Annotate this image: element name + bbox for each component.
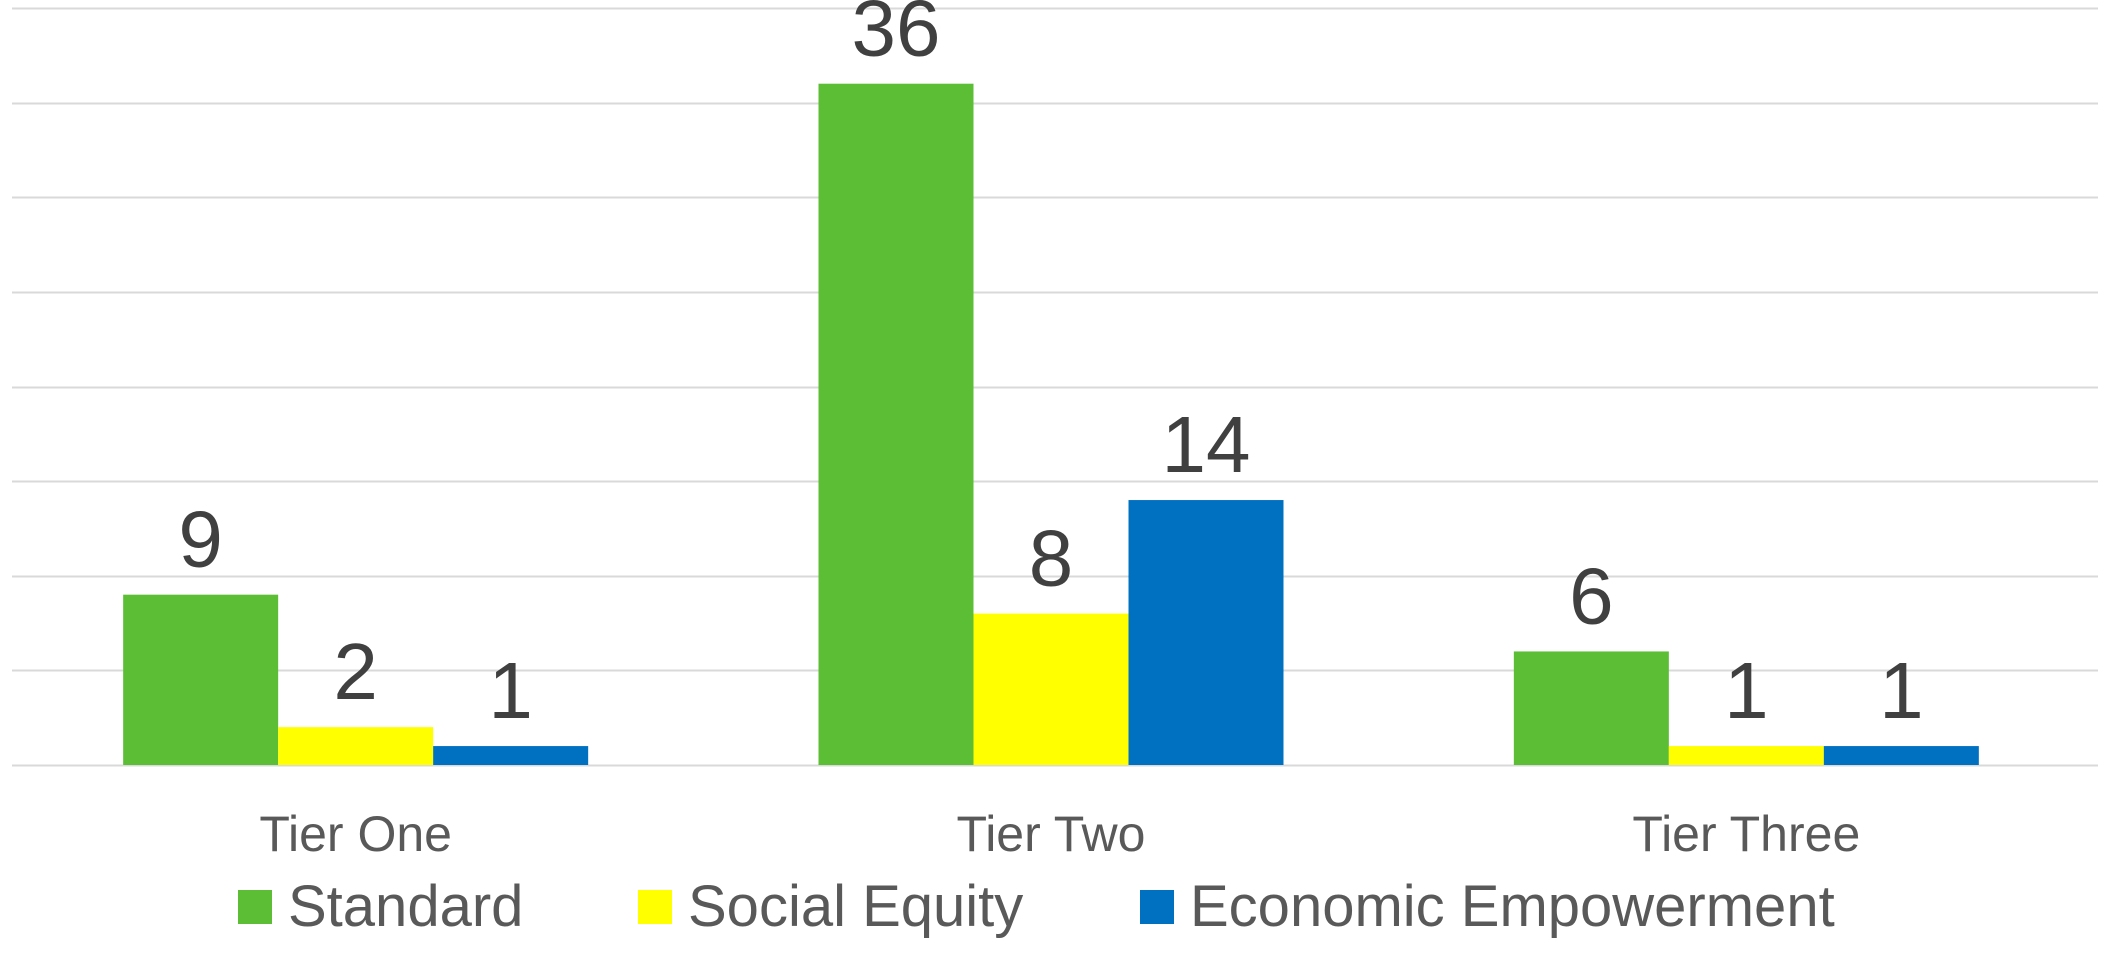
x-tick-label: Tier Two [957,806,1146,862]
gridlines [12,7,2098,767]
x-tick-label: Tier One [259,806,452,862]
bar-standard-tier-two [818,83,974,765]
data-label: 36 [852,0,941,73]
legend-swatch [638,890,672,924]
data-label: 1 [488,646,533,735]
legend-label: Economic Empowerment [1190,874,1835,939]
bars [123,83,1979,765]
legend-item-standard: Standard [238,874,523,939]
bar-standard-tier-three [1513,651,1669,765]
bar-social-equity-tier-three [1668,746,1824,765]
legend-label: Social Equity [688,874,1023,939]
data-label: 1 [1879,646,1924,735]
data-label: 6 [1569,551,1614,640]
legend: Standard Social Equity Economic Empowermen… [238,874,1835,939]
legend-swatch [238,890,272,924]
data-label: 14 [1162,400,1251,489]
data-label: 2 [333,627,378,716]
x-tick-label: Tier Three [1632,806,1860,862]
bar-social-equity-tier-two [973,613,1129,765]
legend-label: Standard [288,874,523,939]
bar-economic-empowerment-tier-one [433,746,589,765]
bar-economic-empowerment-tier-two [1128,500,1284,765]
bar-economic-empowerment-tier-three [1823,746,1979,765]
legend-item-social-equity: Social Equity [638,874,1023,939]
data-label: 8 [1029,514,1074,603]
x-axis-tick-labels: Tier One Tier Two Tier Three [259,806,1860,862]
bar-social-equity-tier-one [278,727,434,765]
legend-swatch [1140,890,1174,924]
data-label: 1 [1724,646,1769,735]
bar-standard-tier-one [123,594,279,765]
legend-item-economic-empowerment: Economic Empowerment [1140,874,1835,939]
data-labels: 9 2 1 36 8 14 6 1 1 [178,0,1923,735]
data-label: 9 [178,495,223,584]
